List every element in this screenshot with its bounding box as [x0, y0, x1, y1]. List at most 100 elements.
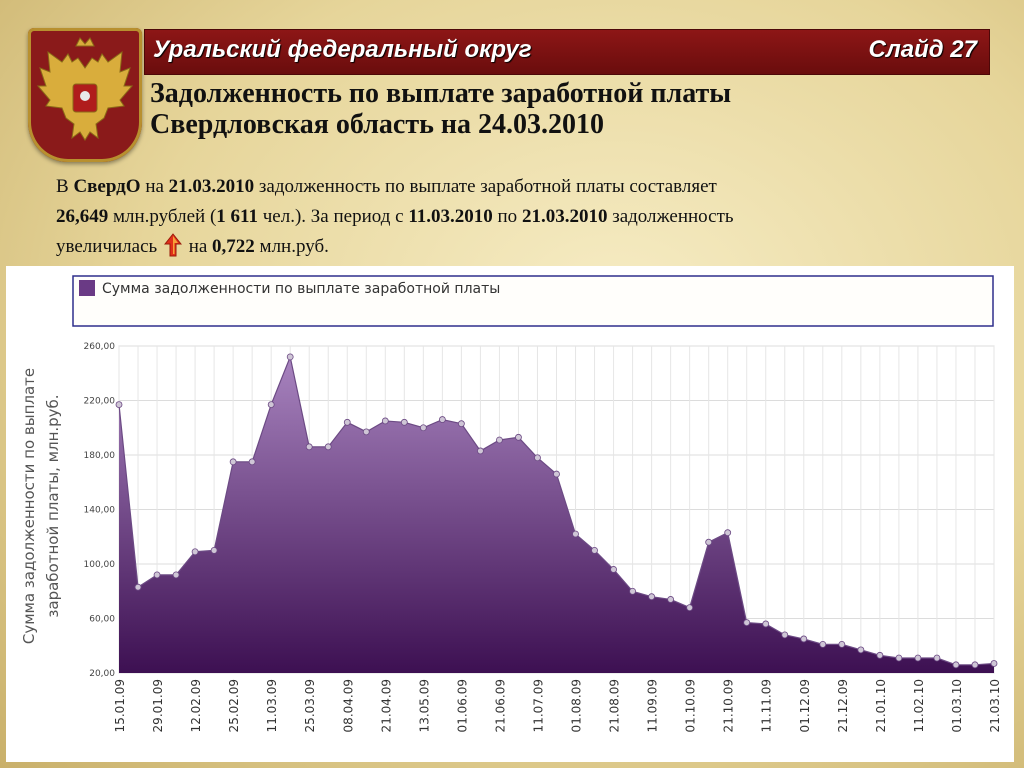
x-tick-label: 01.03.10 [950, 679, 964, 732]
data-point [952, 661, 960, 669]
desc-text: задолженность [607, 206, 734, 227]
y-tick-label: 260,00 [84, 342, 116, 352]
page-title: Задолженность по выплате заработной плат… [150, 78, 970, 140]
y-tick-label: 220,00 [84, 397, 116, 407]
coat-of-arms-emblem [28, 28, 142, 162]
data-point [515, 433, 522, 441]
data-point [343, 418, 351, 426]
series-area [119, 356, 994, 673]
desc-text: чел.). За период с [257, 206, 409, 227]
data-point [914, 654, 922, 662]
data-point [153, 571, 161, 579]
data-point [781, 631, 789, 639]
data-point [286, 353, 294, 361]
y-tick-label: 100,00 [84, 560, 116, 570]
data-point [629, 587, 636, 595]
y-tick-label: 60,00 [89, 615, 115, 625]
x-tick-label: 13.05.09 [417, 679, 431, 732]
x-tick-label: 21.06.09 [493, 679, 507, 732]
red-up-arrow-icon [163, 233, 182, 257]
data-point [667, 596, 675, 603]
chart-container: Сумма задолженности по выплате заработно… [6, 266, 1014, 762]
x-tick-label: 21.08.09 [608, 679, 622, 732]
x-tick-label: 21.03.10 [988, 679, 1002, 732]
data-point [210, 546, 218, 554]
desc-text: увеличилась [56, 236, 158, 257]
data-point [324, 443, 332, 451]
x-tick-label: 08.04.09 [341, 679, 355, 732]
desc-text: млн.руб. [254, 236, 329, 257]
desc-text: по [492, 206, 522, 227]
data-point [172, 571, 180, 579]
period-end: 21.03.2010 [521, 206, 608, 227]
debt-amount: 26,649 [56, 206, 109, 227]
data-point [610, 566, 617, 573]
title-line-1: Задолженность по выплате заработной плат… [150, 78, 732, 109]
y-axis-label-line2: заработной платы, млн.руб. [44, 394, 62, 617]
data-point [933, 654, 941, 662]
description-text: В СвердО на 21.03.2010 задолженность по … [56, 172, 996, 262]
legend-label: Сумма задолженности по выплате заработно… [102, 281, 500, 297]
header-bar: Уральский федеральный округ Слайд 27 [144, 29, 990, 75]
data-point [686, 604, 694, 612]
data-point [419, 424, 427, 432]
x-tick-label: 11.11.09 [760, 679, 774, 732]
data-point [191, 548, 199, 556]
x-tick-label: 29.01.09 [151, 679, 165, 732]
data-point [477, 447, 484, 455]
debt-area-chart: Сумма задолженности по выплате заработно… [20, 275, 1002, 732]
x-tick-label: 21.12.09 [836, 679, 850, 732]
data-point [572, 530, 579, 538]
people-count: 1 611 [216, 206, 258, 227]
slide-number: Слайд 27 [868, 36, 977, 63]
data-point [115, 401, 123, 408]
data-point [229, 458, 237, 466]
x-axis-ticks: 15.01.09 29.01.09 12.02.09 25.02.09 11.03.09… [113, 679, 1002, 732]
data-point [438, 416, 446, 423]
report-date: 21.03.2010 [168, 176, 255, 197]
data-point [819, 640, 827, 648]
title-line-2: Свердловская область на 24.03.2010 [150, 109, 605, 140]
x-tick-label: 11.09.09 [646, 679, 660, 732]
data-point [362, 428, 370, 436]
data-point [762, 620, 770, 628]
x-tick-label: 21.04.09 [379, 679, 393, 732]
x-tick-label: 25.02.09 [227, 679, 241, 732]
data-point [857, 646, 865, 654]
desc-text: млн.рублей ( [108, 206, 217, 227]
x-tick-label: 15.01.09 [113, 679, 127, 732]
data-point [743, 619, 751, 626]
data-point [553, 470, 560, 478]
x-tick-label: 11.03.09 [265, 679, 279, 732]
x-tick-label: 21.01.10 [874, 679, 888, 732]
data-point [248, 458, 256, 466]
legend-swatch [79, 280, 95, 296]
region-abbr: СвердО [73, 176, 141, 197]
data-point [705, 538, 713, 546]
data-point [400, 418, 408, 426]
data-point [381, 417, 389, 425]
y-axis-ticks: 20,00 60,00 100,00 140,00 180,00 220,00 260,00 [84, 342, 116, 679]
data-point [496, 436, 503, 444]
x-tick-label: 01.12.09 [798, 679, 812, 732]
data-point [990, 660, 998, 667]
desc-text: В [56, 176, 74, 197]
x-tick-label: 11.02.10 [912, 679, 926, 732]
data-point [895, 654, 903, 662]
data-point [134, 583, 142, 591]
x-tick-label: 01.06.09 [455, 679, 469, 732]
x-tick-label: 25.03.09 [303, 679, 317, 732]
y-tick-label: 20,00 [89, 669, 115, 679]
data-point [591, 546, 598, 554]
desc-text: на [140, 176, 169, 197]
period-start: 11.03.2010 [408, 206, 493, 227]
region-title: Уральский федеральный округ [153, 36, 532, 63]
increase-amount: 0,722 [212, 236, 255, 257]
data-point [800, 635, 808, 643]
x-tick-label: 01.08.09 [570, 679, 584, 732]
x-tick-label: 21.10.09 [722, 679, 736, 732]
y-axis-label-line1: Сумма задолженности по выплате [20, 368, 38, 644]
desc-text: задолженность по выплате заработной плат… [254, 176, 717, 197]
x-tick-label: 12.02.09 [189, 679, 203, 732]
chart-legend: Сумма задолженности по выплате заработно… [72, 275, 994, 327]
